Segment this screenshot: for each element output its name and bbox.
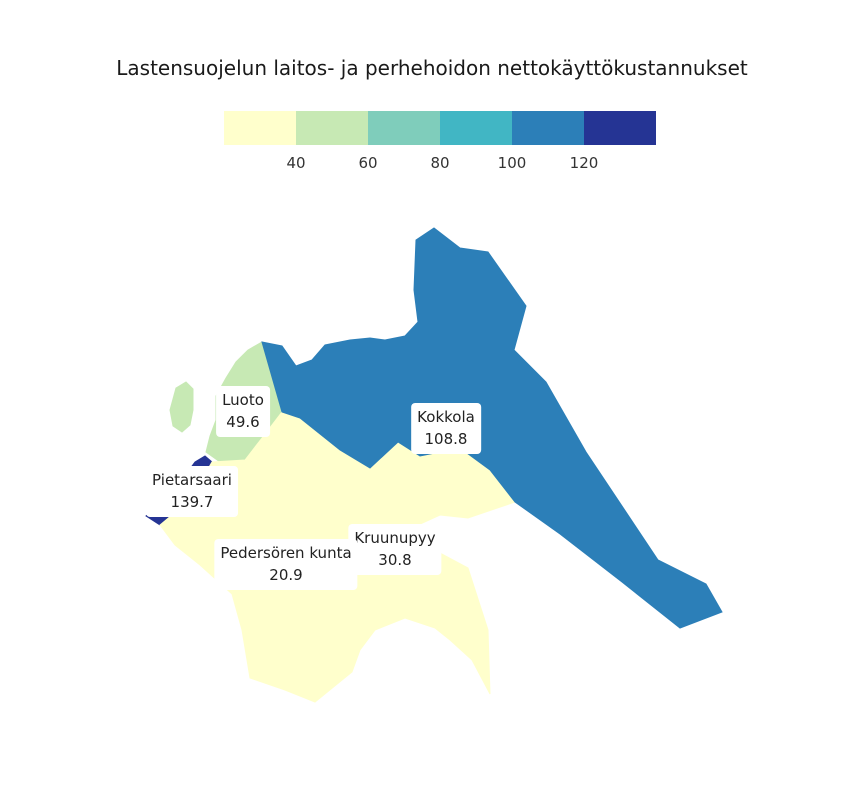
legend-swatch: [296, 111, 368, 145]
legend-swatch: [440, 111, 512, 145]
color-legend: [224, 111, 656, 145]
legend-swatch: [512, 111, 584, 145]
region-value: 139.7: [170, 493, 214, 511]
legend-swatch: [584, 111, 656, 145]
legend-swatch: [224, 111, 296, 145]
legend-tick-label: 120: [569, 154, 599, 172]
legend-tick-label: 40: [286, 154, 306, 172]
region-label-luoto: Luoto 49.6: [216, 386, 270, 437]
region-value: 30.8: [378, 551, 412, 569]
region-label-pietarsaari: Pietarsaari 139.7: [146, 466, 238, 517]
region-luoto-island[interactable]: [169, 381, 194, 433]
legend-tick-label: 80: [430, 154, 450, 172]
legend-swatch: [368, 111, 440, 145]
region-name: Pietarsaari: [152, 471, 232, 489]
map-title: Lastensuojelun laitos- ja perhehoidon ne…: [116, 56, 748, 80]
region-name: Kruunupyy: [354, 529, 436, 547]
legend-tick-label: 100: [497, 154, 527, 172]
region-name: Pedersören kunta: [220, 544, 352, 562]
region-name: Luoto: [222, 391, 264, 409]
legend-tick-label: 60: [358, 154, 378, 172]
region-value: 49.6: [226, 413, 260, 431]
region-name: Kokkola: [417, 408, 475, 426]
region-label-pedersoren-kunta: Pedersören kunta 20.9: [214, 539, 358, 590]
region-value: 108.8: [424, 430, 468, 448]
region-label-kokkola: Kokkola 108.8: [411, 403, 481, 454]
region-value: 20.9: [269, 566, 303, 584]
region-label-kruunupyy: Kruunupyy 30.8: [348, 524, 442, 575]
